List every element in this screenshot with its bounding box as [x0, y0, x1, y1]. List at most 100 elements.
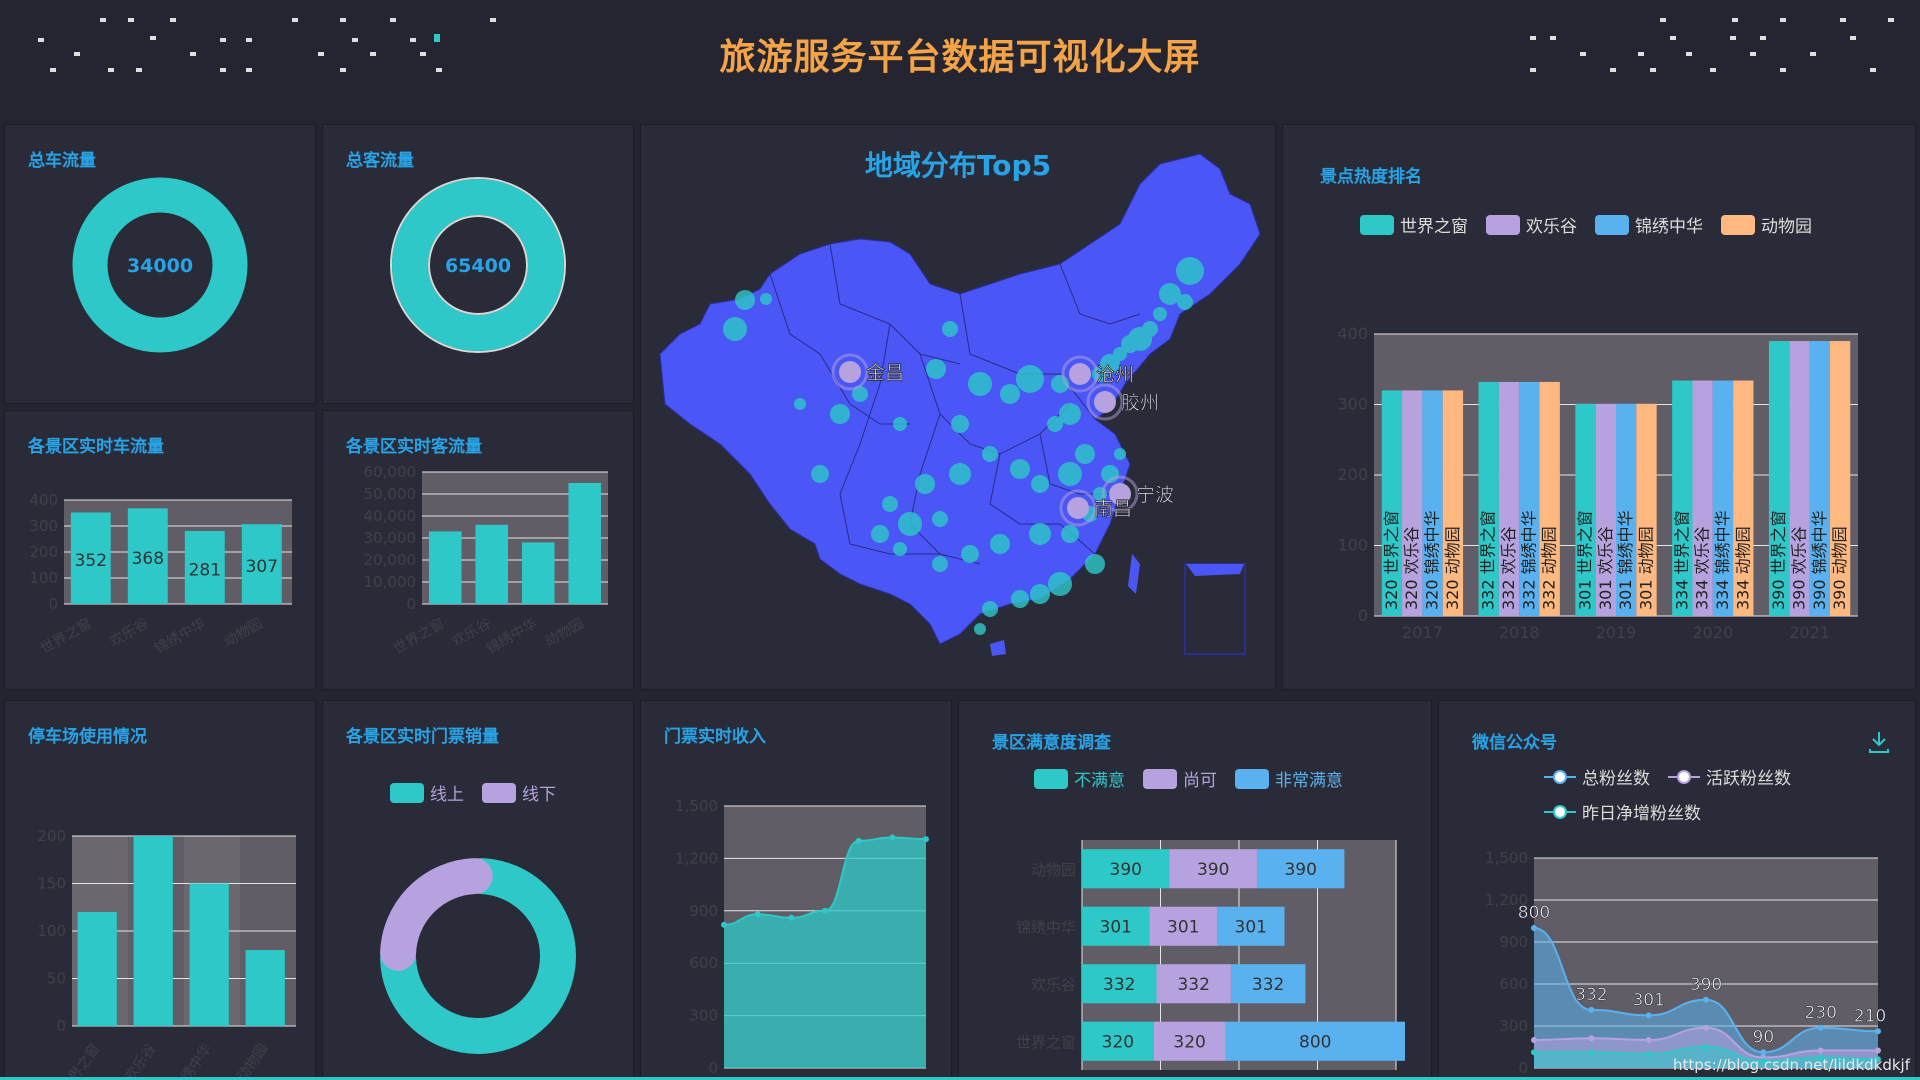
data-label: 301: [1632, 990, 1664, 1010]
bar: [1692, 380, 1713, 616]
download-icon[interactable]: [1868, 730, 1890, 754]
bar: [1712, 380, 1734, 616]
y-tick-label: 300: [1337, 395, 1368, 414]
y-tick-label: 0: [56, 1017, 66, 1035]
car-flow-chart: 0 100 200 300 400 352 368 281 307 世界之窗 欢乐谷 锦绣中华 动物园: [29, 491, 292, 657]
legend-item[interactable]: 线上: [390, 780, 464, 805]
bar-label: 301: [1100, 917, 1132, 937]
wechat-legend: 总粉丝数 活跃粉丝数 昨日净增粉丝数: [1544, 764, 1844, 824]
data-point: [1817, 1054, 1824, 1061]
legend-item[interactable]: 非常满意: [1235, 766, 1343, 791]
legend-item[interactable]: 欢乐谷: [1486, 212, 1577, 237]
city-label: 南昌: [1094, 498, 1132, 520]
bar-label: 307: [246, 557, 278, 577]
bar-label: 320 动物园: [1443, 526, 1462, 610]
bar: [1256, 849, 1345, 889]
y-tick-label: 1,200: [1485, 891, 1528, 909]
area-fill: [1534, 928, 1878, 1068]
revenue-area-chart: 0 300 600 900 1,200 1,500: [675, 797, 929, 1077]
car-total-donut: 34000: [72, 177, 248, 353]
data-point: [1588, 1006, 1595, 1013]
data-point: [1703, 1044, 1709, 1050]
header-decoration-right: [1530, 18, 1894, 72]
guest-total-value: 65400: [445, 255, 511, 277]
city-marker: [1094, 391, 1116, 413]
city-label: 金昌: [866, 362, 904, 384]
panel-title: 景点热度排名: [1320, 167, 1422, 187]
bar: [1381, 390, 1403, 616]
y-tick-label: 1,500: [675, 797, 718, 815]
y-tick-label: 0: [406, 595, 416, 613]
x-tick-label: 欢乐谷: [107, 616, 151, 651]
bar: [1082, 906, 1150, 946]
bar: [521, 542, 555, 604]
legend-item[interactable]: 昨日净增粉丝数: [1544, 799, 1701, 824]
panel-title: 各景区实时门票销量: [346, 727, 499, 747]
x-tick-label: 动物园: [234, 1041, 271, 1080]
bar: [241, 524, 282, 604]
south-sea-inset: [1184, 563, 1246, 655]
panel-title: 门票实时收入: [664, 727, 766, 747]
panel-tickets: 各景区实时门票销量 线上 线下: [322, 700, 634, 1080]
y-tick-label: 900: [1499, 933, 1528, 951]
y-tick-label: 60,000: [364, 463, 417, 481]
guest-total-donut: 65400: [390, 177, 566, 353]
city-ripple: [831, 353, 869, 391]
city-marker: [1069, 363, 1091, 385]
bar-label: 368: [132, 549, 164, 569]
bar-label: 332 欢乐谷: [1499, 526, 1518, 610]
legend-item[interactable]: 动物园: [1721, 212, 1812, 237]
data-point: [754, 911, 761, 918]
wechat-area-chart: 0 300 600 900 1,200 1,500 800 332 301 390 90 230 210: [1485, 849, 1886, 1077]
bar: [77, 912, 117, 1026]
y-tick-label: 1,200: [675, 849, 718, 867]
legend-item[interactable]: 不满意: [1034, 766, 1125, 791]
x-tick-label: 锦绣中华: [483, 615, 540, 658]
data-point: [1875, 1028, 1881, 1035]
panel-title: 各景区实时车流量: [28, 437, 164, 457]
data-point: [1531, 1049, 1537, 1056]
y-tick-label: 世界之窗: [1016, 1033, 1076, 1051]
legend-item[interactable]: 活跃粉丝数: [1668, 764, 1791, 789]
legend-item[interactable]: 尚可: [1143, 766, 1217, 791]
bar-label: 800: [1299, 1032, 1331, 1052]
bar-label: 390 锦绣中华: [1810, 510, 1829, 610]
data-label: 90: [1753, 1027, 1775, 1047]
y-tick-label: 900: [689, 902, 718, 920]
panel-revenue: 门票实时收入 0 300 600 900 1,200 1,500: [640, 700, 952, 1080]
area-fill: [724, 837, 926, 1068]
bar: [1519, 381, 1540, 616]
legend-item[interactable]: 世界之窗: [1360, 212, 1468, 237]
y-tick-label: 150: [37, 875, 66, 893]
data-point: [1645, 1037, 1652, 1043]
data-label: 210: [1854, 1006, 1886, 1026]
data-point: [1760, 1058, 1767, 1064]
tickets-donut-chart: [380, 858, 576, 1054]
legend-item[interactable]: 线下: [482, 780, 556, 805]
x-tick-label: 2017: [1402, 623, 1443, 642]
map-title: 地域分布Top5: [864, 149, 1052, 182]
panel-map: 地域分布Top5: [640, 124, 1276, 690]
data-point: [788, 914, 795, 921]
bar: [1575, 403, 1596, 616]
bar-label: 320 世界之窗: [1382, 510, 1401, 610]
bar-label: 334 世界之窗: [1672, 510, 1691, 610]
data-point: [1645, 1051, 1652, 1057]
x-tick-label: 2018: [1499, 623, 1540, 642]
bar-label: 390: [1197, 860, 1229, 880]
city-label: 沧州: [1096, 364, 1134, 386]
bar: [428, 531, 462, 604]
x-tick-label: 锦绣中华: [169, 1041, 215, 1080]
y-tick-label: 40,000: [364, 507, 417, 525]
legend-item[interactable]: 锦绣中华: [1595, 212, 1703, 237]
car-total-value: 34000: [127, 255, 193, 277]
y-tick-label: 100: [37, 922, 66, 940]
x-tick-label: 世界之窗: [390, 615, 447, 658]
data-point: [1645, 1012, 1652, 1019]
bar-label: 352: [75, 551, 107, 571]
bar: [1442, 390, 1464, 616]
panel-guest-realtime: 各景区实时客流量 0 10,000 20,000 30,000 40,000 50,000…: [322, 410, 634, 690]
legend-item[interactable]: 总粉丝数: [1544, 764, 1650, 789]
bar-label: 390: [1284, 860, 1316, 880]
watermark: https://blog.csdn.net/lildkdkdkjf: [1672, 1056, 1910, 1074]
